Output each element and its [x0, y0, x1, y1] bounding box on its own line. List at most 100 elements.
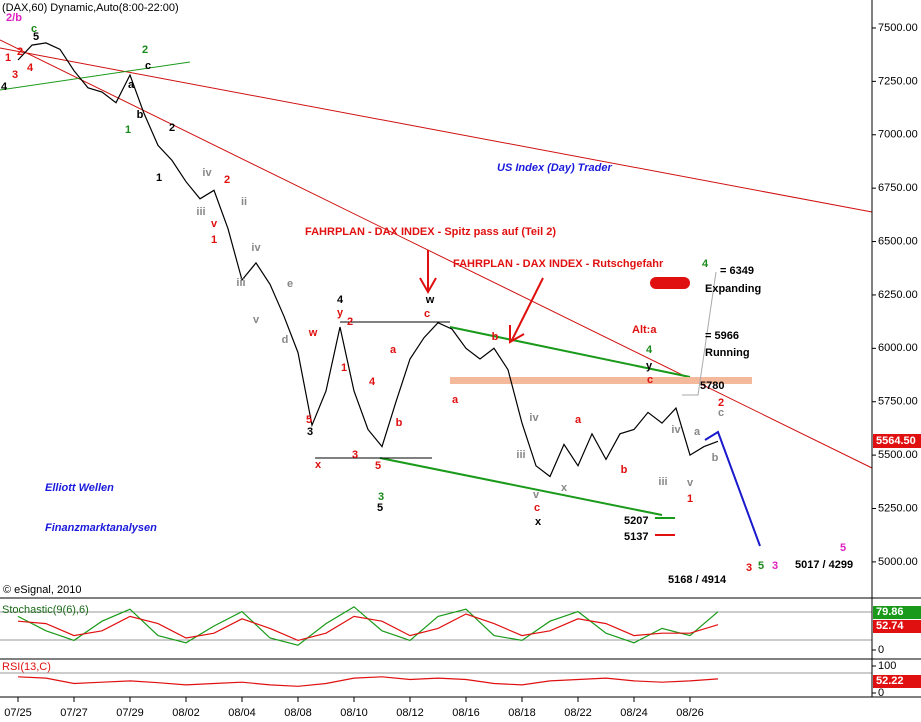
wave-label: 4 [337, 294, 344, 306]
wave-label: y [646, 360, 653, 372]
wave-label: 5 [377, 502, 383, 514]
annotation: FAHRPLAN - DAX INDEX - Spitz pass auf (T… [305, 226, 556, 238]
wave-label: 5 [375, 460, 381, 472]
wave-label: a [390, 344, 397, 356]
annotation: 5017 / 4299 [795, 559, 853, 571]
y-tick-label: 5250.00 [878, 502, 918, 514]
wave-label: 2 [347, 316, 353, 328]
wave-label: x [561, 482, 568, 494]
wave-label: 4 [27, 62, 34, 74]
wave-label: b [712, 452, 719, 464]
x-tick-label: 08/16 [452, 707, 480, 719]
annotation: Alt:a [632, 324, 657, 336]
series-line [17, 42, 719, 478]
annotation: 5207 [624, 515, 648, 527]
bracket [682, 271, 717, 396]
panel-title: RSI(13,C) [2, 661, 51, 673]
wave-label: b [137, 109, 144, 121]
wave-label: b [396, 417, 403, 429]
wave-label: 1 [687, 493, 693, 505]
wave-label: 3 [352, 449, 358, 461]
annotation: © eSignal, 2010 [3, 584, 81, 596]
wave-label: 2 [142, 44, 148, 56]
wave-label: c [534, 502, 540, 514]
wave-label: a [694, 426, 701, 438]
trend-line [449, 326, 691, 378]
wave-label: x [535, 516, 542, 528]
x-tick-label: 08/24 [620, 707, 648, 719]
wave-label: 1 [156, 172, 162, 184]
wave-label: v [687, 477, 694, 489]
wave-label: c [145, 60, 151, 72]
y-tick-label: 7500.00 [878, 22, 918, 34]
wave-label: 5 [840, 542, 846, 554]
x-tick-label: 08/18 [508, 707, 536, 719]
wave-label: 4 [369, 376, 376, 388]
wave-label: y [337, 307, 344, 319]
last-value-box [873, 675, 921, 688]
wave-label: 3 [12, 69, 18, 81]
wave-label: 4 [646, 344, 653, 356]
wave-label: 2 [718, 397, 724, 409]
wave-label: a [452, 394, 459, 406]
wave-label: a [575, 414, 582, 426]
wave-label: 4 [702, 258, 709, 270]
series-line [17, 613, 719, 642]
trend-line [0, 39, 873, 469]
wave-label: 2 [17, 46, 23, 58]
y-tick-label: 100 [878, 660, 896, 672]
y-tick-label: 7000.00 [878, 129, 918, 141]
marker-pill [650, 277, 690, 289]
wave-label: iv [529, 412, 539, 424]
series-line [17, 676, 719, 687]
y-tick-label: 5750.00 [878, 396, 918, 408]
y-tick-label: 5500.00 [878, 449, 918, 461]
y-tick-label: 6500.00 [878, 235, 918, 247]
wave-label: w [308, 327, 318, 339]
wave-label: c [31, 23, 37, 35]
annotation: FAHRPLAN - DAX INDEX - Rutschgefahr [453, 258, 664, 270]
y-tick-label: 7250.00 [878, 75, 918, 87]
annotation: Finanzmarktanalysen [45, 522, 157, 534]
x-tick-label: 08/22 [564, 707, 592, 719]
wave-label: b [492, 331, 499, 343]
annotation: = 5966 [705, 330, 739, 342]
trend-line [0, 61, 191, 91]
wave-label: iii [236, 277, 245, 289]
panel-title: Stochastic(9(6),6) [2, 604, 89, 616]
x-tick-label: 07/27 [60, 707, 88, 719]
wave-label: iii [658, 476, 667, 488]
wave-label: 1 [341, 362, 347, 374]
last-value-label: 79.86 [876, 606, 904, 618]
wave-label: w [425, 294, 435, 306]
y-tick-label: 0 [878, 687, 884, 699]
wave-label: c [718, 407, 724, 419]
annotation: Expanding [705, 283, 761, 295]
annotation: 5780 [700, 380, 724, 392]
arrow [509, 277, 544, 344]
annotation: US Index (Day) Trader [497, 162, 612, 174]
x-tick-label: 08/12 [396, 707, 424, 719]
x-tick-label: 08/02 [172, 707, 200, 719]
y-tick-label: 6250.00 [878, 289, 918, 301]
wave-label: d [282, 334, 289, 346]
wave-label: 5 [306, 414, 312, 426]
y-tick-label: 6750.00 [878, 182, 918, 194]
wave-label: 2 [169, 122, 175, 134]
arrow [419, 250, 437, 295]
annotation: 5137 [624, 531, 648, 543]
wave-label: a [128, 79, 135, 91]
wave-label: 2/b [6, 12, 22, 24]
wave-label: v [211, 218, 218, 230]
resistance-band [450, 377, 752, 384]
wave-label: iv [202, 167, 212, 179]
projection [704, 430, 761, 547]
wave-label: 1 [211, 234, 217, 246]
wave-label: x [315, 459, 322, 471]
last-value-box [873, 606, 921, 619]
wave-label: 5 [33, 31, 39, 43]
wave-label: 1 [125, 124, 131, 136]
wave-label: 3 [772, 560, 778, 572]
